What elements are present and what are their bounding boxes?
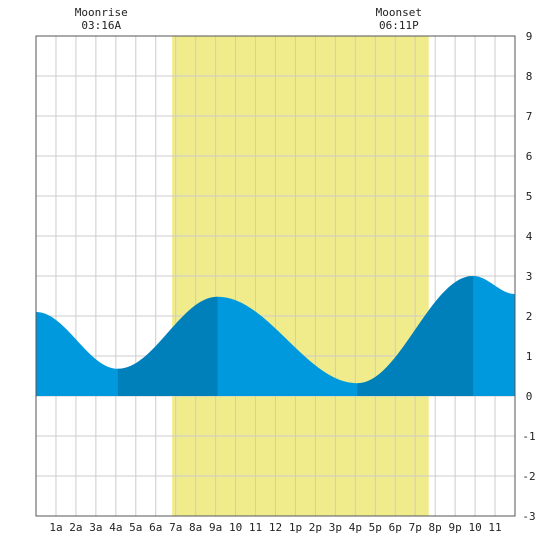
y-tick-label: 1 [526, 350, 533, 363]
y-tick-label: 5 [526, 190, 533, 203]
x-tick-label: 8p [429, 521, 442, 534]
x-tick-label: 12 [269, 521, 282, 534]
x-tick-label: 3p [329, 521, 342, 534]
x-tick-label: 6a [149, 521, 162, 534]
y-tick-label: -1 [522, 430, 535, 443]
y-tick-label: 0 [526, 390, 533, 403]
tide-area-rising [357, 276, 474, 396]
tide-area-rising [117, 296, 218, 396]
x-tick-label: 6p [389, 521, 402, 534]
x-tick-label: 4a [109, 521, 122, 534]
y-tick-label: 6 [526, 150, 533, 163]
x-tick-label: 5a [129, 521, 142, 534]
x-tick-label: 2a [69, 521, 82, 534]
x-tick-label: 9p [449, 521, 462, 534]
annotation-time: 06:11P [379, 19, 419, 32]
x-tick-label: 1p [289, 521, 302, 534]
x-tick-label: 10 [468, 521, 481, 534]
x-tick-label: 1a [49, 521, 62, 534]
x-tick-label: 11 [488, 521, 501, 534]
x-tick-label: 9a [209, 521, 222, 534]
y-tick-label: 9 [526, 30, 533, 43]
y-tick-label: 3 [526, 270, 533, 283]
y-tick-label: 8 [526, 70, 533, 83]
y-tick-label: 4 [526, 230, 533, 243]
x-tick-label: 5p [369, 521, 382, 534]
plot-frame [35, 35, 516, 517]
x-tick-label: 10 [229, 521, 242, 534]
x-tick-label: 4p [349, 521, 362, 534]
annotation-label: Moonrise [75, 6, 128, 19]
y-tick-label: 2 [526, 310, 533, 323]
x-tick-label: 7p [409, 521, 422, 534]
x-tick-label: 7a [169, 521, 182, 534]
x-tick-label: 11 [249, 521, 262, 534]
y-tick-label: -3 [522, 510, 535, 523]
y-tick-label: -2 [522, 470, 535, 483]
x-tick-label: 3a [89, 521, 102, 534]
annotation-time: 03:16A [81, 19, 121, 32]
y-tick-label: 7 [526, 110, 533, 123]
x-tick-label: 2p [309, 521, 322, 534]
annotation-label: Moonset [376, 6, 422, 19]
x-tick-label: 8a [189, 521, 202, 534]
